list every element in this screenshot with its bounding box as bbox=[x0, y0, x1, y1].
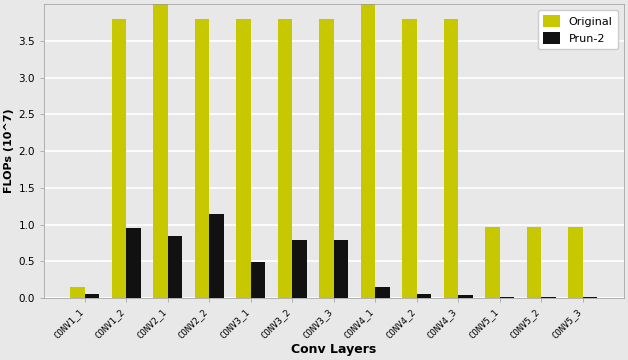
Bar bbox=[85, 294, 99, 298]
X-axis label: Conv Layers: Conv Layers bbox=[291, 343, 377, 356]
Bar bbox=[278, 19, 293, 298]
Bar bbox=[209, 213, 224, 298]
Bar bbox=[444, 19, 458, 298]
Bar bbox=[293, 240, 307, 298]
Bar bbox=[403, 19, 417, 298]
Legend: Original, Prun-2: Original, Prun-2 bbox=[538, 10, 619, 49]
Bar bbox=[458, 295, 473, 298]
Bar bbox=[568, 227, 583, 298]
Bar bbox=[334, 240, 349, 298]
Bar bbox=[112, 19, 126, 298]
Bar bbox=[251, 262, 266, 298]
Bar bbox=[485, 227, 500, 298]
Bar bbox=[153, 0, 168, 298]
Bar bbox=[361, 0, 376, 298]
Bar bbox=[236, 19, 251, 298]
Bar bbox=[320, 19, 334, 298]
Bar bbox=[541, 297, 556, 298]
Bar bbox=[527, 227, 541, 298]
Bar bbox=[417, 294, 431, 298]
Bar bbox=[168, 237, 182, 298]
Bar bbox=[70, 287, 85, 298]
Bar bbox=[195, 19, 209, 298]
Bar bbox=[126, 228, 141, 298]
Bar bbox=[376, 287, 390, 298]
Bar bbox=[583, 297, 597, 298]
Bar bbox=[500, 297, 514, 298]
Y-axis label: FLOPs (10^7): FLOPs (10^7) bbox=[4, 109, 14, 193]
